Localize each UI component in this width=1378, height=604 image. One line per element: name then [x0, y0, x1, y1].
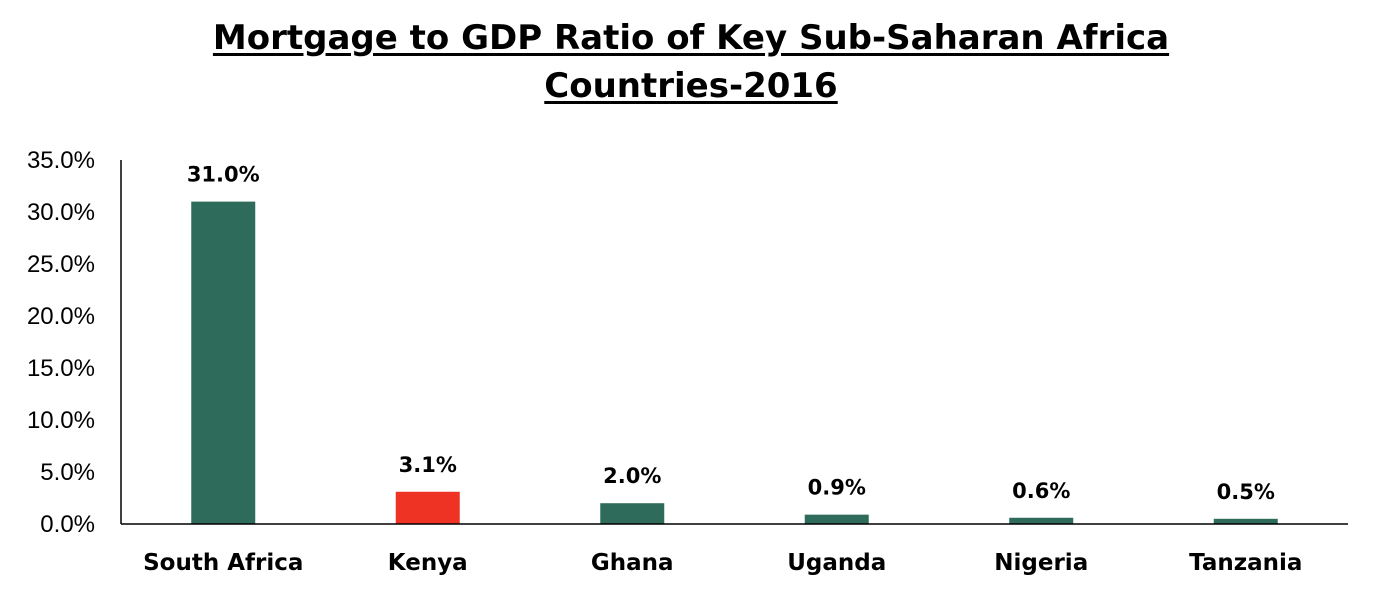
bar-tanzania [1213, 518, 1278, 524]
bar-uganda [804, 514, 869, 524]
data-label: 31.0% [187, 163, 260, 187]
bar-ghana [600, 503, 665, 524]
y-tick-label: 15.0% [27, 355, 95, 382]
y-tick-label: 35.0% [27, 147, 95, 174]
x-tick-label: Tanzania [1189, 550, 1302, 576]
x-tick-label: Kenya [388, 550, 468, 576]
data-label: 3.1% [399, 453, 457, 477]
y-axis-ticks: 0.0% 5.0% 10.0% 15.0% 20.0% 25.0% 30.0% 35.0% [27, 147, 95, 538]
x-tick-label: Uganda [787, 550, 886, 576]
data-label: 0.6% [1012, 479, 1070, 503]
chart-title-line-2: Countries-2016 [544, 66, 838, 106]
data-labels: 31.0% 3.1% 2.0% 0.9% 0.6% 0.5% [187, 163, 1275, 504]
bar-south-africa [191, 201, 256, 524]
x-tick-label: Nigeria [994, 550, 1088, 576]
x-tick-label: South Africa [143, 550, 303, 576]
y-tick-label: 20.0% [27, 303, 95, 330]
data-label: 0.9% [808, 476, 866, 500]
x-tick-label: Ghana [591, 550, 674, 576]
chart-title-line-1: Mortgage to GDP Ratio of Key Sub-Saharan… [212, 18, 1170, 58]
bar-kenya [395, 491, 460, 524]
x-axis-labels: South Africa Kenya Ghana Uganda Nigeria Tanza… [143, 550, 1302, 576]
y-tick-label: 10.0% [27, 407, 95, 434]
y-tick-label: 5.0% [40, 459, 95, 486]
y-tick-label: 0.0% [40, 511, 95, 538]
y-tick-label: 25.0% [27, 251, 95, 278]
y-tick-label: 30.0% [27, 199, 95, 226]
data-label: 0.5% [1217, 480, 1275, 504]
chart-title: Mortgage to GDP Ratio of Key Sub-Saharan… [0, 14, 1378, 110]
data-label: 2.0% [603, 464, 661, 488]
bars [191, 201, 1278, 524]
bar-nigeria [1009, 517, 1074, 524]
